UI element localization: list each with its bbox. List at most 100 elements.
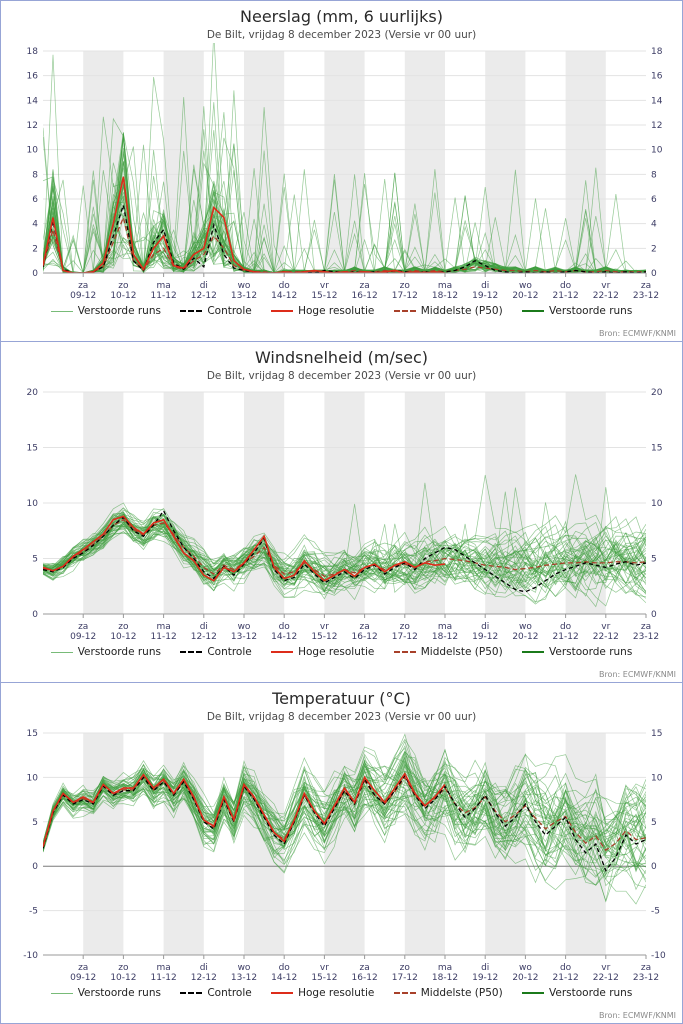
axis-tick-label: 13-12 xyxy=(231,973,257,983)
axis-tick-label: 10-12 xyxy=(110,632,136,642)
axis-tick-label: 10 xyxy=(651,146,663,156)
axis-tick-label: ma xyxy=(438,622,452,632)
axis-tick-label: 17-12 xyxy=(392,291,418,301)
control-dashed-line-icon xyxy=(180,310,203,312)
legend-label: Hoge resolutie xyxy=(298,305,375,317)
chart-legend: Verstoorde runs Controle Hoge resolutie … xyxy=(1,646,682,658)
source-credit: Bron: ECMWF/KNMI xyxy=(598,329,676,338)
axis-tick-label: 0 xyxy=(32,862,38,872)
ensemble-solid-line-icon xyxy=(522,992,545,994)
axis-tick-label: 6 xyxy=(651,195,657,205)
legend-item: Middelste (P50) xyxy=(393,646,503,658)
legend-item: Verstoorde runs xyxy=(50,305,161,317)
axis-tick-label: 20 xyxy=(27,388,39,398)
source-credit: Bron: ECMWF/KNMI xyxy=(598,670,676,679)
axis-tick-label: di xyxy=(200,281,208,291)
axis-tick-label: 10 xyxy=(27,499,39,509)
axis-tick-label: zo xyxy=(118,281,129,291)
axis-tick-label: 8 xyxy=(32,170,38,180)
precipitation-panel: Neerslag (mm, 6 uurlijks) De Bilt, vrijd… xyxy=(0,0,683,342)
axis-tick-label: 0 xyxy=(32,269,38,279)
axis-tick-label: 15 xyxy=(27,444,38,454)
axis-tick-label: vr xyxy=(601,622,610,632)
axis-tick-label: -5 xyxy=(29,907,38,917)
legend-item: Middelste (P50) xyxy=(393,987,503,999)
axis-tick-label: za xyxy=(359,622,369,632)
ensemble-member-line xyxy=(43,517,646,584)
axis-tick-label: 6 xyxy=(32,195,38,205)
ensemble-member-line xyxy=(43,751,646,865)
axis-tick-label: 16-12 xyxy=(352,973,378,983)
chart-subtitle: De Bilt, vrijdag 8 december 2023 (Versie… xyxy=(206,370,477,382)
ensemble-member-line xyxy=(43,518,646,594)
axis-tick-label: 12-12 xyxy=(191,973,217,983)
series-lines xyxy=(43,474,646,608)
axis-tick-label: 21-12 xyxy=(553,632,579,642)
axis-tick-label: 19-12 xyxy=(472,291,498,301)
legend-item: Controle xyxy=(180,987,252,999)
axis-tick-label: 18-12 xyxy=(432,632,458,642)
legend-item: Hoge resolutie xyxy=(271,305,374,317)
hires-solid-line-icon xyxy=(271,992,294,994)
legend-label: Middelste (P50) xyxy=(420,646,503,658)
axis-tick-label: 19-12 xyxy=(472,973,498,983)
axis-tick-label: 20-12 xyxy=(512,291,538,301)
axis-tick-label: 15 xyxy=(27,729,38,739)
ensemble-member-line xyxy=(43,133,646,273)
axis-tick-label: zo xyxy=(118,622,129,632)
ensemble-thin-line-icon xyxy=(50,651,73,653)
ensemble-member-line xyxy=(43,756,646,863)
axis-tick-label: 14 xyxy=(651,96,663,106)
ensemble-solid-line-icon xyxy=(522,651,545,653)
axis-tick-label: 11-12 xyxy=(151,291,177,301)
axis-tick-label: do xyxy=(560,622,572,632)
axis-tick-label: 22-12 xyxy=(593,632,619,642)
axis-tick-label: 16 xyxy=(651,72,663,82)
legend-item: Verstoorde runs xyxy=(50,646,161,658)
axis-tick-label: 15-12 xyxy=(311,632,337,642)
axis-tick-label: 2 xyxy=(32,244,38,254)
axis-tick-label: wo xyxy=(519,622,532,632)
ensemble-member-line xyxy=(43,523,646,590)
ensemble-member-line xyxy=(43,474,646,591)
axis-tick-label: 22-12 xyxy=(593,291,619,301)
median-dashed-line-icon xyxy=(393,651,416,653)
axis-tick-label: zo xyxy=(400,281,411,291)
day-bands xyxy=(83,51,606,273)
axis-tick-label: 23-12 xyxy=(633,973,659,983)
axis-tick-label: 5 xyxy=(32,818,38,828)
axis-tick-label: 15 xyxy=(651,729,662,739)
axis-tick-label: 20-12 xyxy=(512,973,538,983)
axis-tick-label: 17-12 xyxy=(392,973,418,983)
page-title: Neerslag (mm, 6 uurlijks) xyxy=(240,7,443,26)
axis-tick-label: 4 xyxy=(651,220,657,230)
legend-label: Controle xyxy=(207,305,252,317)
axis-tick-label: za xyxy=(359,963,369,973)
axis-tick-label: 14 xyxy=(27,96,39,106)
axis-tick-label: -5 xyxy=(651,907,660,917)
axis-tick-label: 09-12 xyxy=(70,632,96,642)
legend-item: Hoge resolutie xyxy=(271,646,374,658)
chart-legend: Verstoorde runs Controle Hoge resolutie … xyxy=(1,987,682,999)
legend-label: Verstoorde runs xyxy=(77,305,161,317)
axis-tick-label: 23-12 xyxy=(633,632,659,642)
axis-tick-label: 16-12 xyxy=(352,291,378,301)
axis-tick-label: 10-12 xyxy=(110,973,136,983)
axis-tick-label: wo xyxy=(519,281,532,291)
axis-tick-label: di xyxy=(481,622,489,632)
axis-tick-label: zo xyxy=(400,622,411,632)
legend-item: Verstoorde runs xyxy=(522,646,632,658)
axis-tick-label: wo xyxy=(238,622,251,632)
legend-item: Hoge resolutie xyxy=(271,987,374,999)
axis-tick-label: 14-12 xyxy=(271,632,297,642)
axis-tick-label: 20 xyxy=(651,388,663,398)
chart-subtitle: De Bilt, vrijdag 8 december 2023 (Versie… xyxy=(206,711,477,723)
axis-tick-label: za xyxy=(641,963,651,973)
hires-solid-line-icon xyxy=(271,310,294,312)
axis-tick-label: 12-12 xyxy=(191,632,217,642)
hires-line xyxy=(43,772,446,847)
axis-tick-label: 10 xyxy=(27,773,39,783)
